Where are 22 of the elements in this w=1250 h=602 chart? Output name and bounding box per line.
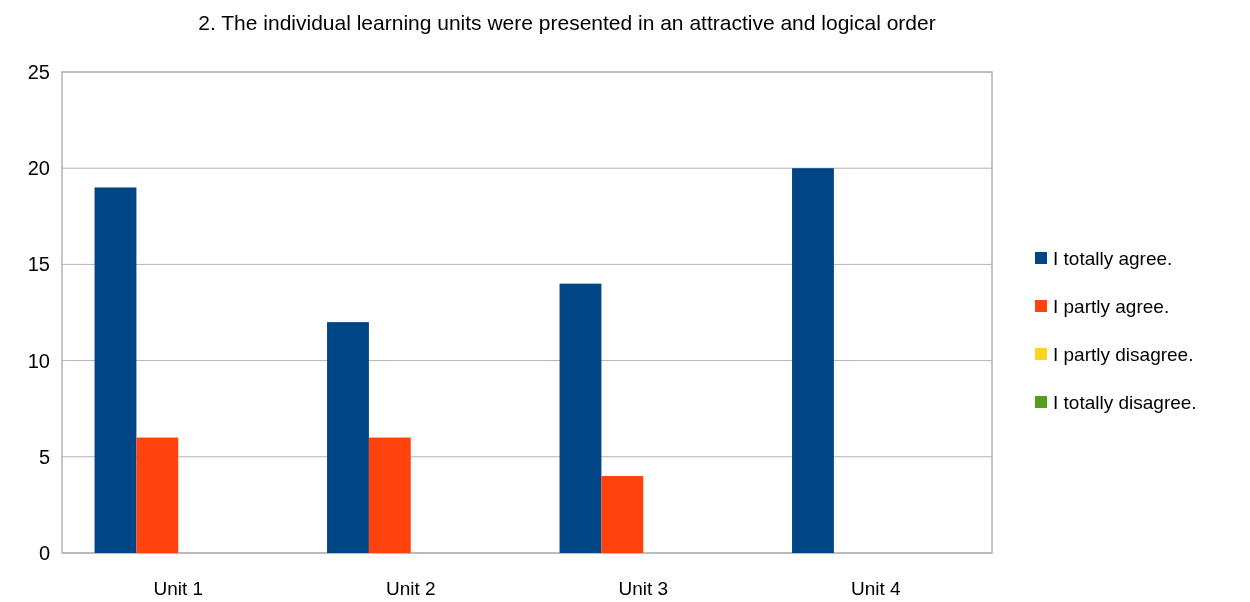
bar (559, 283, 602, 553)
legend-label: I totally agree. (1053, 247, 1173, 269)
y-tick-label: 0 (38, 542, 50, 564)
x-tick-label: Unit 3 (618, 577, 669, 599)
x-tick-label: Unit 2 (385, 577, 436, 599)
legend-label: I partly agree. (1053, 295, 1170, 317)
legend-label: I totally disagree. (1053, 391, 1197, 413)
chart-title: 2. The individual learning units were presented in an attractive and logical order (198, 11, 936, 34)
legend-label: I partly disagree. (1053, 343, 1194, 365)
bar (327, 322, 369, 553)
bar (601, 476, 644, 553)
y-tick-label: 25 (27, 61, 50, 83)
bar (368, 437, 411, 553)
bar (136, 437, 179, 553)
x-tick-label: Unit 4 (850, 577, 901, 599)
y-tick-label: 10 (27, 349, 50, 372)
bar (792, 168, 834, 553)
y-tick-label: 20 (27, 157, 50, 180)
y-tick-label: 5 (38, 445, 50, 468)
y-tick-label: 15 (27, 253, 50, 276)
bar (94, 187, 137, 553)
x-tick-label: Unit 1 (153, 577, 204, 599)
